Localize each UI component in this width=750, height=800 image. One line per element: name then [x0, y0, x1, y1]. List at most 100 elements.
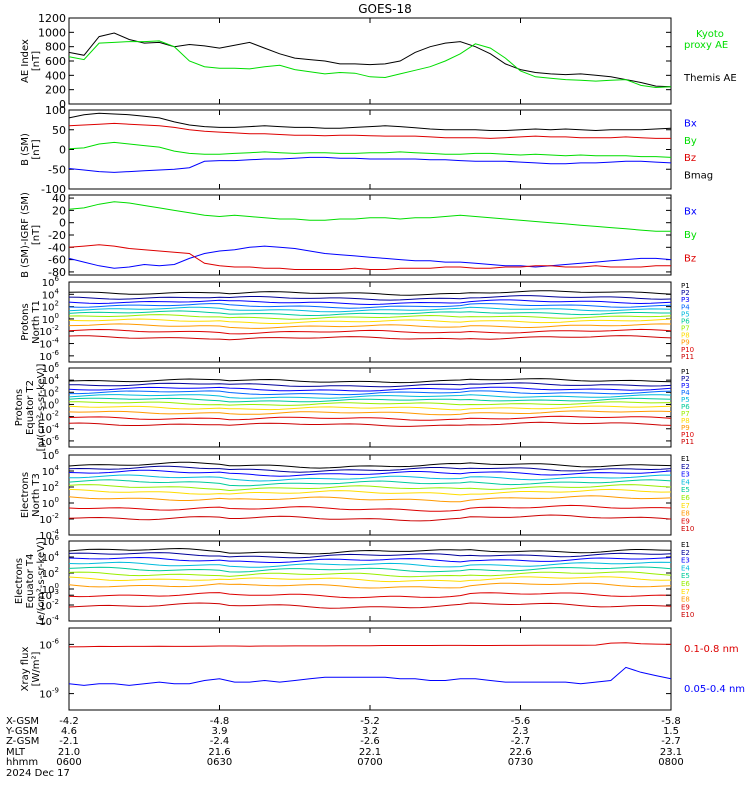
- panel-frame: [68, 17, 672, 105]
- y-tick-label: 40: [52, 192, 66, 205]
- ephemeris-value: 0700: [357, 757, 382, 768]
- ephemeris-value: -4.8: [210, 716, 230, 727]
- flux-line: [68, 335, 672, 341]
- legend-label: P6: [681, 403, 690, 411]
- y-tick-label: -40: [48, 241, 66, 254]
- legend-label: P1: [681, 368, 690, 376]
- legend-label: P9: [681, 339, 690, 347]
- legend-label: P6: [681, 317, 690, 325]
- flux-line: [68, 602, 672, 609]
- legend-label: P3: [681, 382, 690, 390]
- flux-line: [68, 421, 672, 427]
- y-tick-label: 10-6: [39, 637, 59, 651]
- ephemeris-value: -2.1: [59, 736, 79, 747]
- legend-label: E3: [681, 557, 690, 565]
- flux-line: [68, 295, 672, 301]
- flux-line: [68, 328, 672, 335]
- y-tick-label: -100: [41, 183, 66, 196]
- legend-label: proxy AE: [684, 40, 728, 51]
- flux-line: [68, 571, 672, 578]
- flux-line: [68, 479, 672, 487]
- y-tick-label: 10-9: [39, 687, 59, 701]
- legend-label: P3: [681, 296, 690, 304]
- series-line: [68, 122, 671, 139]
- ephemeris-value: 22.1: [359, 747, 381, 758]
- ephemeris-row-label: MLT: [6, 747, 26, 758]
- legend-label: 0.05-0.4 nm: [684, 684, 745, 695]
- ephemeris-value: -5.2: [360, 716, 380, 727]
- legend-label: Bx: [684, 207, 697, 218]
- flux-line: [68, 303, 672, 309]
- ephemeris-value: 21.0: [58, 747, 80, 758]
- flux-line: [68, 310, 671, 317]
- legend-label: Bx: [684, 119, 697, 130]
- y-axis-label: [W/m²]: [31, 651, 42, 686]
- flux-line: [68, 299, 672, 306]
- y-axis-label: AE Index: [20, 39, 31, 83]
- legend-label: Bmag: [684, 170, 713, 181]
- y-tick-exponent: 4: [55, 550, 60, 558]
- legend-label: E6: [681, 580, 690, 588]
- series-line: [68, 201, 671, 232]
- series-line: [68, 156, 672, 173]
- legend-label: P5: [681, 396, 690, 404]
- ephemeris-value: 3.2: [362, 726, 378, 737]
- legend-label: E8: [681, 510, 690, 518]
- legend-label: E3: [681, 471, 690, 479]
- y-tick-exponent: 4: [55, 464, 60, 472]
- y-tick-label: -50: [48, 163, 66, 176]
- y-tick-exponent: -6: [52, 434, 60, 442]
- y-tick-exponent: 0: [55, 582, 59, 590]
- legend-label: P10: [681, 346, 694, 354]
- flux-line: [68, 405, 672, 411]
- ephemeris-value: 0630: [207, 757, 232, 768]
- y-axis-label: Electrons: [20, 472, 31, 518]
- y-axis-label: [nT]: [31, 51, 42, 71]
- y-tick-exponent: 2: [55, 566, 59, 574]
- legend-label: E4: [681, 478, 690, 486]
- panel-frame: [68, 109, 672, 190]
- y-tick-exponent: 2: [55, 300, 59, 308]
- legend-label: E5: [681, 572, 690, 580]
- flux-line: [68, 552, 672, 559]
- flux-line: [68, 465, 672, 473]
- legend-label: E1: [681, 541, 690, 549]
- y-axis-label: [e/(cm²-s-sr-keV)]: [36, 537, 47, 625]
- y-tick-exponent: -2: [52, 598, 59, 606]
- flux-line: [68, 323, 672, 329]
- legend-label: P10: [681, 431, 694, 439]
- y-tick-label: 0: [59, 217, 66, 230]
- y-axis-label: Protons: [14, 389, 25, 426]
- flux-line: [68, 410, 672, 416]
- ephemeris-value: -2.4: [210, 736, 230, 747]
- figure-title: GOES-18: [358, 2, 412, 16]
- y-tick-exponent: -6: [52, 637, 60, 645]
- y-axis-label: B (SM)-IGRF (SM): [20, 192, 31, 278]
- legend-label: P4: [681, 389, 690, 397]
- y-tick-exponent: -2: [52, 410, 59, 418]
- flux-line: [68, 547, 672, 555]
- flux-line: [68, 290, 672, 296]
- y-tick-exponent: 4: [55, 373, 60, 381]
- y-axis-label: Electrons: [14, 558, 25, 604]
- flux-line: [69, 401, 672, 406]
- y-tick-label: -80: [48, 266, 66, 279]
- legend-label: E6: [681, 494, 690, 502]
- legend-label: E2: [681, 463, 690, 471]
- y-tick-label: 20: [52, 204, 66, 217]
- legend-label: P11: [681, 438, 694, 446]
- legend-label: P8: [681, 417, 690, 425]
- flux-line: [68, 378, 672, 384]
- y-tick-label: 102: [42, 480, 59, 494]
- y-tick-label: 1200: [38, 12, 66, 25]
- flux-line: [68, 314, 672, 320]
- legend-label: By: [684, 230, 697, 241]
- legend-label: P11: [681, 353, 694, 361]
- flux-line: [68, 514, 672, 522]
